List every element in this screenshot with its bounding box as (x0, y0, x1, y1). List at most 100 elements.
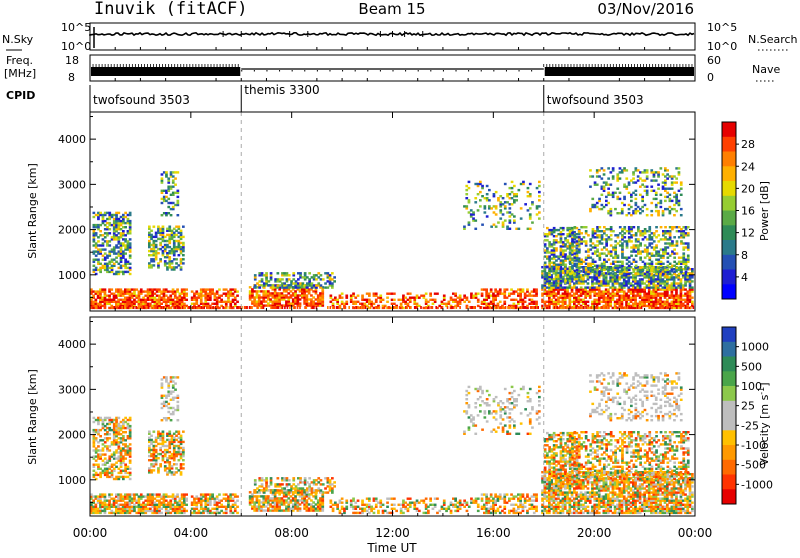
power-cell (263, 274, 266, 276)
power-cell (637, 273, 640, 275)
power-cell (689, 286, 692, 288)
nsearch-label: N.Search (748, 33, 798, 46)
power-cell (557, 299, 560, 301)
power-cell (623, 276, 626, 278)
power-cell (216, 293, 219, 295)
velocity-cell (133, 510, 136, 512)
velocity-cell (183, 498, 186, 500)
power-cell (519, 299, 522, 301)
power-cell (294, 306, 296, 309)
power-cell (494, 288, 497, 290)
power-cell (623, 273, 626, 275)
power-cell (497, 199, 500, 201)
power-cell (465, 197, 468, 199)
power-cell (574, 273, 577, 275)
power-cell (106, 267, 109, 269)
power-cell (217, 306, 219, 309)
power-cell (149, 293, 152, 295)
power-cell (165, 200, 168, 202)
power-cell (632, 181, 635, 183)
power-cell (463, 228, 466, 230)
power-cell (135, 306, 137, 309)
power-cell (655, 230, 658, 232)
power-cell (497, 303, 500, 305)
power-cell (511, 191, 514, 193)
power-cell (559, 306, 561, 309)
power-cell (324, 272, 327, 274)
power-cell (603, 299, 606, 301)
y-tick-label: 2000 (58, 224, 86, 237)
power-cell (468, 211, 471, 213)
velocity-cell (95, 429, 98, 431)
power-cell (580, 286, 583, 288)
power-cell (153, 236, 156, 238)
power-cell (391, 293, 394, 295)
power-cell (614, 267, 617, 269)
power-cell (429, 293, 432, 295)
power-cell (564, 293, 567, 295)
power-cell (93, 244, 96, 246)
power-cell (576, 247, 579, 249)
power-cell (162, 234, 165, 236)
power-cell (269, 292, 272, 294)
power-cell (675, 202, 678, 204)
power-cell (272, 300, 275, 302)
power-cell (256, 282, 259, 284)
power-cell (655, 204, 658, 206)
power-cell (166, 244, 169, 246)
power-cell (124, 238, 127, 240)
power-cell (687, 267, 690, 269)
power-cell (664, 269, 667, 271)
power-cell (463, 295, 466, 297)
power-cell (361, 299, 364, 301)
power-cell (294, 294, 297, 296)
power-cell (628, 273, 631, 275)
velocity-cell (97, 510, 100, 512)
power-cell (651, 273, 654, 275)
power-cell (306, 286, 309, 288)
power-cell (609, 305, 612, 307)
power-cell (124, 222, 127, 224)
velocity-cell (95, 510, 98, 512)
nave-point (418, 70, 419, 72)
power-cell (621, 286, 624, 288)
power-cell (592, 252, 595, 254)
power-cell (687, 226, 690, 228)
power-cell (610, 208, 613, 210)
power-cell (575, 306, 577, 309)
power-cell (671, 175, 674, 177)
power-cell (93, 259, 96, 261)
power-cell (605, 276, 608, 278)
power-cell (481, 224, 484, 226)
power-cell (115, 273, 118, 275)
power-cell (168, 306, 170, 309)
power-cell (333, 306, 335, 309)
power-cell (529, 183, 532, 185)
velocity-cell (108, 455, 111, 457)
power-cell (155, 234, 158, 236)
velocity-cell (126, 510, 129, 512)
power-cell (671, 270, 674, 272)
power-cell (601, 234, 604, 236)
power-cell (585, 263, 588, 265)
power-cell (511, 213, 514, 215)
power-cell (182, 242, 185, 244)
power-cell (262, 300, 265, 302)
power-cell (685, 271, 688, 273)
power-cell (637, 282, 640, 284)
power-cell (474, 219, 477, 221)
colorbar-tick-label: 20 (741, 182, 755, 195)
power-cell (610, 267, 613, 269)
power-cell (232, 306, 234, 309)
nave-point (481, 70, 482, 72)
power-cell (288, 278, 291, 280)
power-cell (591, 175, 594, 177)
power-cell (513, 199, 516, 201)
power-cell (571, 286, 574, 288)
power-cell (660, 238, 663, 240)
power-cell (548, 286, 551, 288)
power-cell (463, 226, 466, 228)
nave-point (367, 70, 368, 72)
power-cell (608, 228, 611, 230)
power-cell (308, 282, 311, 284)
